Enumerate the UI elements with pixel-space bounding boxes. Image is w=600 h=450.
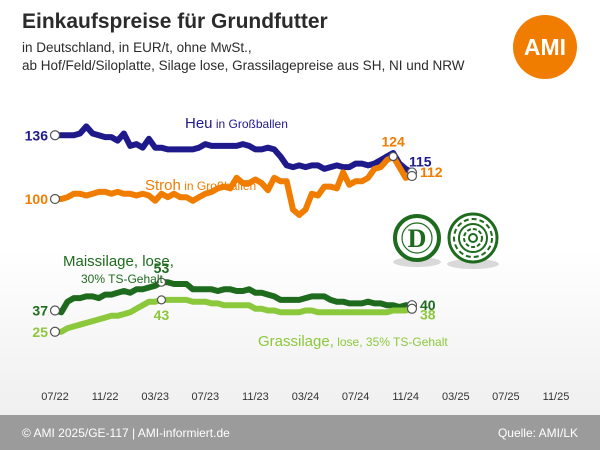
series-start-marker xyxy=(49,326,61,337)
x-tick-label: 07/25 xyxy=(492,391,520,403)
svg-text:D: D xyxy=(408,224,427,253)
stroh-peak-marker xyxy=(388,151,398,162)
mais-peak-label: 53 xyxy=(154,260,170,276)
x-tick-label: 03/25 xyxy=(442,391,470,403)
x-tick-label: 11/24 xyxy=(392,391,419,403)
series-end-marker xyxy=(406,303,418,314)
hay-bale-icon xyxy=(447,212,499,269)
mais-peak-marker xyxy=(156,277,167,287)
x-tick-label: 07/23 xyxy=(192,391,220,403)
line-chart: 07/22 11/22 03/23 07/23 11/23 03/24 07/24 11/24… xyxy=(25,115,570,403)
heu-end-label: 115 xyxy=(409,153,432,169)
stroh-peak-label: 124 xyxy=(381,134,405,150)
stroh-series-label: Stroh in Großballen xyxy=(145,177,256,194)
page-title: Einkaufspreise für Grundfutter xyxy=(22,10,328,33)
decoration-icons: D xyxy=(393,212,499,269)
subtitle-line-1: in Deutschland, in EUR/t, ohne MwSt., xyxy=(22,40,252,55)
x-tick-label: 07/24 xyxy=(342,391,370,403)
x-tick-label: 03/23 xyxy=(141,391,169,403)
stroh-start-label: 100 xyxy=(25,191,49,207)
gras-start-label: 25 xyxy=(32,324,48,340)
mais-series-label-line2: 30% TS-Gehalt xyxy=(81,272,163,286)
series-line xyxy=(52,296,415,335)
mais-end-label: 40 xyxy=(420,297,436,313)
mais-start-label: 37 xyxy=(32,303,48,319)
footer-bar: © AMI 2025/GE-117 | AMI-informiert.de Qu… xyxy=(0,415,600,450)
mais-series-label: Maissilage, lose, xyxy=(63,253,174,270)
series-end-marker xyxy=(406,170,418,182)
gras-series-label: Grassilage, lose, 35% TS-Gehalt xyxy=(258,333,448,350)
gras-peak-label: 43 xyxy=(154,307,170,323)
x-tick-label: 07/22 xyxy=(41,391,69,403)
series-line xyxy=(52,153,415,218)
footer-source: Quelle: AMI/LK xyxy=(497,426,578,440)
stroh-end-label: 112 xyxy=(420,164,443,180)
series-start-marker xyxy=(49,305,61,316)
x-axis: 07/22 11/22 03/23 07/23 11/23 03/24 07/24 11/24… xyxy=(41,391,569,403)
x-tick-label: 03/24 xyxy=(292,391,320,403)
x-tick-label: 11/25 xyxy=(543,391,570,403)
series-start-marker xyxy=(49,130,61,141)
footer-copyright: © AMI 2025/GE-117 | AMI-informiert.de xyxy=(22,426,230,440)
heu-series-label: Heu in Großballen xyxy=(185,115,288,132)
x-tick-label: 11/23 xyxy=(242,391,269,403)
heu-start-label: 136 xyxy=(25,127,49,143)
subtitle-line-2: ab Hof/Feld/Siloplatte, Silage lose, Gra… xyxy=(22,58,465,73)
series-line xyxy=(52,123,415,176)
gras-end-label: 38 xyxy=(420,307,436,323)
d-badge-icon: D xyxy=(393,214,441,267)
gras-peak-marker xyxy=(156,295,167,305)
x-tick-label: 11/22 xyxy=(92,391,119,403)
series-markers xyxy=(49,130,418,337)
series-lines xyxy=(52,123,415,335)
ami-logo: AMI xyxy=(513,15,577,79)
series-start-marker xyxy=(49,193,61,205)
series-line xyxy=(52,279,415,316)
